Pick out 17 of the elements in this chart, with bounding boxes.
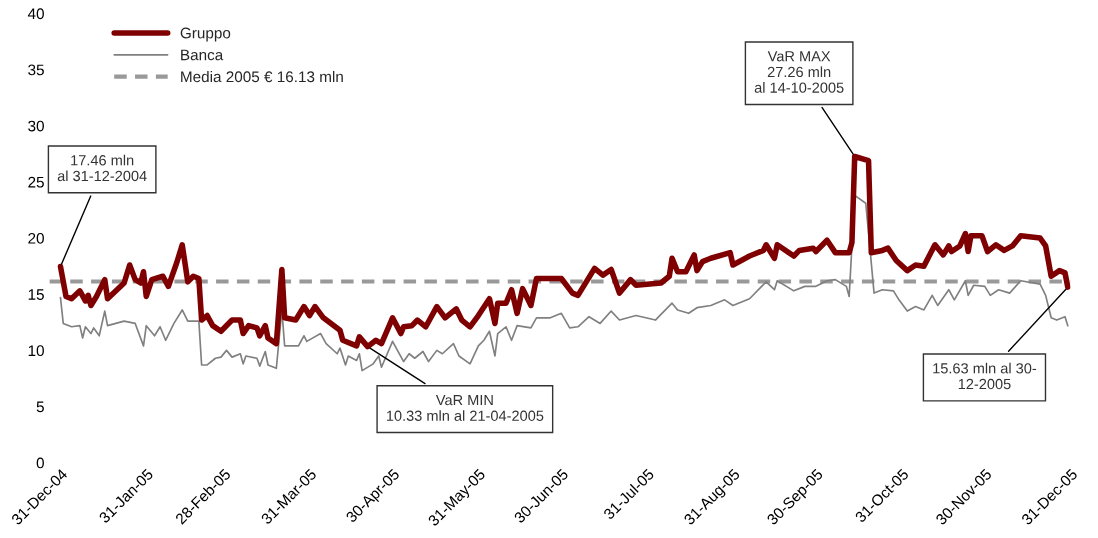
annotation: 15.63 mln al 30- 12-2005	[933, 362, 1037, 390]
annotation: VaR MAX 27.26 mln al 14-10-2005	[754, 51, 844, 93]
annotation: VaR MIN 10.33 mln al 21-04-2005	[386, 395, 544, 421]
y-tick-label: 10	[28, 345, 44, 357]
legend-label: Gruppo	[180, 27, 231, 42]
y-tick-label: 40	[27, 8, 44, 20]
legend-label: Media 2005 € 16.13 mln	[181, 70, 343, 83]
y-tick-label: 35	[28, 64, 44, 76]
y-tick-label: 15	[28, 289, 44, 300]
line-series	[59, 194, 1069, 372]
y-tick-label: 5	[36, 401, 44, 413]
legend-label: Banca	[181, 49, 224, 61]
y-tick-label: 20	[28, 232, 44, 244]
y-tick-label: 30	[28, 120, 44, 132]
y-tick-label: 25	[28, 176, 44, 188]
annotation: 17.46 mln al 31-12-2004	[57, 154, 147, 182]
y-tick-label: 0	[36, 457, 44, 469]
